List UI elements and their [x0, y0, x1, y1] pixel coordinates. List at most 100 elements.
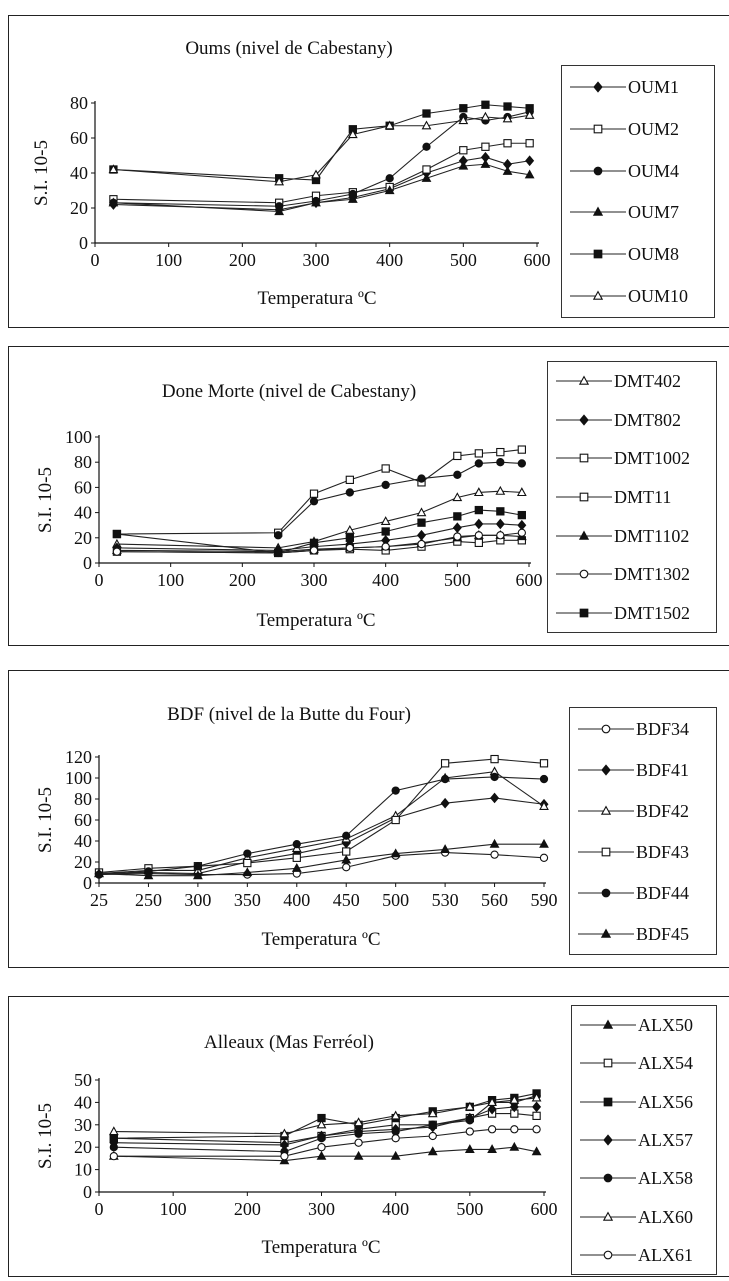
- legend-item-dmt11: DMT11: [548, 485, 716, 509]
- x-tick-label: 560: [481, 890, 508, 910]
- data-point: [601, 847, 611, 856]
- x-tick-label: 200: [234, 1199, 261, 1219]
- data-point: [345, 488, 354, 497]
- series-line: [98, 797, 545, 875]
- series-line: [116, 532, 522, 554]
- legend-swatch: [556, 454, 612, 463]
- data-point: [291, 863, 302, 872]
- data-point: [579, 492, 589, 502]
- data-point: [601, 724, 611, 733]
- series-alx60: [108, 1092, 542, 1138]
- legend-item-bdf34: BDF34: [570, 717, 716, 741]
- x-tick-label: 400: [376, 250, 403, 270]
- series-line: [113, 142, 530, 204]
- data-point: [487, 1144, 497, 1154]
- y-tick-label: 60: [70, 128, 88, 148]
- data-point: [516, 487, 527, 497]
- data-point: [391, 1127, 400, 1136]
- series-line: [113, 1097, 537, 1135]
- x-tick-label: 0: [91, 250, 100, 270]
- data-point: [603, 1134, 613, 1146]
- legend-label: ALX61: [638, 1244, 693, 1265]
- x-tick-label: 100: [155, 250, 182, 270]
- legend-label: DMT1502: [614, 602, 690, 623]
- legend-item-alx61: ALX61: [572, 1243, 716, 1267]
- y-tick-label: 0: [83, 553, 92, 573]
- data-point: [316, 1119, 327, 1129]
- data-point: [517, 528, 526, 537]
- x-axis-label: Temperatura ºC: [261, 1237, 381, 1258]
- data-point: [384, 185, 395, 195]
- y-tick-label: 100: [65, 768, 92, 788]
- data-point: [593, 249, 603, 259]
- data-point: [422, 165, 431, 174]
- data-point: [311, 197, 321, 207]
- legend-swatch: [556, 492, 612, 502]
- data-point: [381, 464, 390, 473]
- data-point: [243, 858, 252, 868]
- x-tick-label: 600: [516, 570, 543, 590]
- x-tick-label: 400: [283, 890, 310, 910]
- series-dmt1102: [112, 529, 527, 556]
- data-point: [453, 470, 462, 479]
- data-point: [603, 1173, 613, 1183]
- series-oum4: [109, 107, 534, 211]
- data-point: [502, 113, 513, 123]
- series-dmt1502: [112, 505, 526, 558]
- x-tick-label: 0: [95, 570, 104, 590]
- data-point: [341, 854, 352, 864]
- data-point: [440, 759, 450, 768]
- data-point: [391, 815, 400, 825]
- data-point: [603, 1059, 613, 1068]
- legend-swatch: [580, 1019, 636, 1029]
- data-point: [381, 542, 390, 551]
- data-point: [292, 853, 301, 862]
- data-point: [354, 1138, 363, 1147]
- chart-panel-done-morte: 0 20 40 60 80 100 0 100 200 300 400 500 600 S.I. 10-5…: [8, 346, 729, 646]
- legend-swatch: [570, 290, 626, 300]
- series-oum1: [108, 151, 535, 216]
- data-point: [539, 774, 549, 784]
- data-point: [112, 529, 122, 539]
- data-point: [428, 1131, 437, 1141]
- legend-swatch: [580, 1134, 636, 1146]
- series-dmt1302: [112, 528, 526, 558]
- data-point: [496, 447, 505, 457]
- legend-swatch: [580, 1250, 636, 1260]
- series-line: [113, 104, 530, 181]
- y-tick-label: 80: [74, 789, 92, 809]
- data-point: [391, 786, 400, 795]
- legend-item-alx57: ALX57: [572, 1128, 716, 1152]
- data-point: [517, 445, 526, 454]
- x-tick-label: 300: [184, 890, 211, 910]
- legend-item-dmt402: DMT402: [548, 369, 716, 393]
- chart-panel-alleaux: 0 10 20 30 40 50 0 100 200 300 400 500 600 S.I. 10-5 …: [8, 996, 729, 1277]
- legend-item-alx50: ALX50: [572, 1013, 716, 1037]
- legend-item-bdf45: BDF45: [570, 922, 716, 946]
- data-point: [391, 1134, 400, 1143]
- data-point: [353, 1117, 364, 1127]
- series-oum10: [108, 109, 535, 186]
- y-tick-label: 20: [74, 528, 92, 548]
- legend-swatch: [556, 530, 612, 540]
- data-point: [602, 1019, 614, 1029]
- series-bdf41: [94, 792, 549, 879]
- data-point: [600, 804, 612, 815]
- data-point: [495, 518, 505, 530]
- data-point: [524, 169, 535, 179]
- legend-swatch: [578, 724, 634, 733]
- data-point: [452, 492, 463, 502]
- data-point: [453, 451, 462, 461]
- chart-title: Done Morte (nivel de Cabestany): [161, 381, 417, 402]
- legend-label: ALX58: [638, 1168, 693, 1189]
- legend-item-alx56: ALX56: [572, 1090, 716, 1114]
- legend-item-dmt1502: DMT1502: [548, 601, 716, 625]
- legend-label: ALX54: [638, 1053, 693, 1074]
- x-tick-label: 400: [372, 570, 399, 590]
- data-point: [474, 531, 483, 540]
- legend-swatch: [556, 608, 612, 618]
- data-point: [317, 1134, 326, 1143]
- data-point: [316, 1150, 327, 1160]
